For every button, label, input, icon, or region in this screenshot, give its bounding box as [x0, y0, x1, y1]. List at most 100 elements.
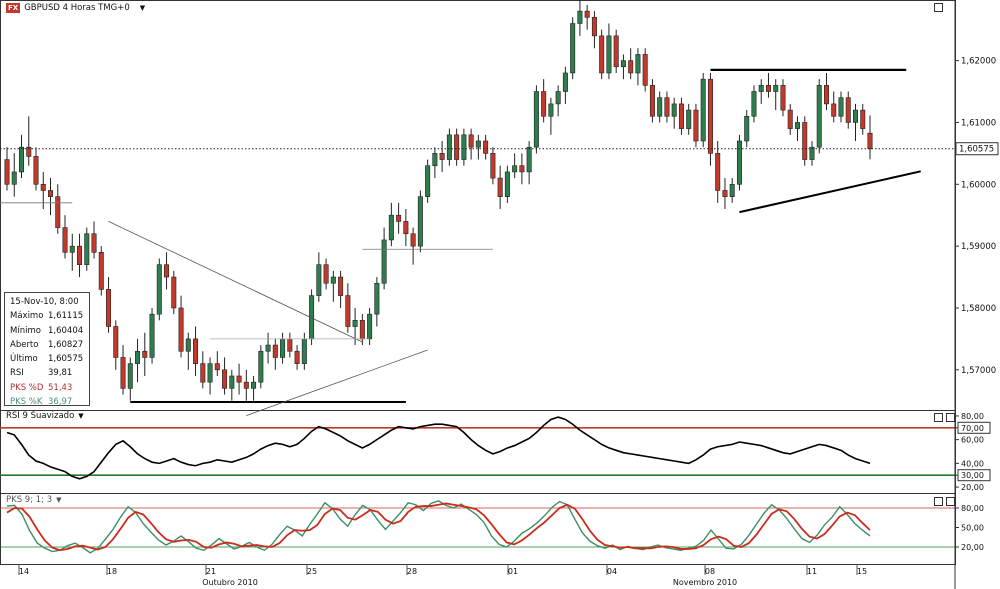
info-value: 36,97	[48, 397, 73, 408]
close-icon[interactable]	[946, 413, 955, 422]
candle-bear	[323, 264, 329, 284]
candle-bear	[243, 381, 249, 389]
info-value: 51,43	[48, 382, 73, 393]
info-value: 1,60827	[48, 339, 84, 350]
candle-bull	[251, 381, 257, 389]
candle-bear	[823, 85, 829, 105]
current-price-box	[955, 142, 999, 156]
time-tick-label: 21	[206, 567, 216, 576]
candle-bear	[200, 363, 206, 383]
candle-bear	[780, 85, 786, 111]
candle-bull	[736, 140, 742, 185]
maximize-icon[interactable]	[934, 3, 943, 12]
candle-bear	[178, 307, 184, 352]
stoch-tick-label: 80,00	[961, 504, 984, 513]
candle-bull	[475, 140, 481, 148]
candle-bear	[787, 109, 793, 129]
data-window: 15-Nov-10, 8:00 Máximo 1,61115 Mínimo 1,60…	[4, 292, 90, 408]
rsi-panel-header[interactable]: RSI 9 Suavizado ▼	[6, 411, 84, 421]
time-tick-label: 04	[607, 567, 617, 576]
candle-bear	[236, 375, 242, 383]
candle-bull	[149, 313, 155, 358]
resistance-trendline	[108, 221, 363, 343]
fx-logo-icon: FX	[6, 3, 21, 13]
candle-bull	[838, 97, 844, 117]
info-label: RSI	[10, 368, 24, 379]
info-value: 39,81	[48, 368, 73, 379]
chart-header[interactable]: FX GBPUSD 4 Horas TMG+0 ▼	[6, 3, 145, 13]
chart-title: GBPUSD 4 Horas TMG+0	[24, 3, 130, 13]
candle-bull	[127, 363, 133, 389]
candle-bull	[548, 103, 554, 117]
candle-bear	[497, 177, 503, 197]
candle-bear	[584, 10, 590, 18]
candle-bull	[512, 165, 518, 173]
candle-bear	[294, 350, 300, 364]
maximize-icon[interactable]	[934, 413, 943, 422]
candle-bear	[642, 54, 648, 86]
time-month-label: Outubro 2010	[202, 578, 258, 587]
info-row: Máximo 1,61115	[10, 309, 89, 323]
rsi-tick-label: 80,00	[961, 412, 984, 421]
time-tick-label: 28	[407, 567, 417, 576]
candle-bear	[164, 264, 170, 278]
candle-bull	[425, 165, 431, 197]
candle-bear	[171, 276, 177, 309]
candle-bull	[352, 320, 358, 327]
candle-bear	[722, 190, 728, 197]
time-tick-label: 11	[807, 567, 817, 576]
candle-bear	[831, 103, 837, 117]
price-tick-label: 1,58000	[961, 304, 996, 314]
candle-bull	[367, 313, 373, 340]
candle-bull	[417, 196, 423, 247]
candle-bull	[461, 134, 467, 160]
candle-bear	[519, 165, 525, 173]
rsi-level-box	[957, 421, 991, 434]
candle-bull	[852, 109, 858, 123]
candle-bull	[758, 85, 764, 92]
rsi-tick-label: 30,00	[961, 471, 984, 480]
candle-bull	[751, 91, 757, 117]
candle-bear	[802, 122, 808, 160]
candle-bear	[359, 320, 365, 340]
candle-bull	[570, 23, 576, 74]
candle-bull	[794, 122, 800, 129]
candle-bear	[591, 17, 597, 37]
candle-bear	[33, 156, 39, 185]
candle-bear	[765, 85, 771, 92]
candle-bull	[504, 171, 510, 197]
info-label: PKS %K	[10, 397, 43, 408]
candle-bear	[272, 344, 278, 358]
info-value: 1,60404	[48, 325, 84, 336]
info-label: Máximo	[10, 311, 44, 322]
candle-bull	[258, 350, 264, 383]
candle-bull	[809, 146, 815, 160]
rsi-title: RSI 9 Suavizado	[6, 411, 75, 421]
candle-bull	[185, 338, 191, 352]
candle-bear	[860, 109, 866, 129]
dropdown-icon[interactable]: ▼	[139, 4, 146, 12]
candle-bear	[613, 35, 619, 68]
candle-bear	[142, 350, 148, 358]
time-tick-label: 25	[307, 567, 317, 576]
rsi-level-box	[957, 469, 991, 482]
dropdown-icon[interactable]: ▼	[78, 412, 84, 420]
info-label: Aberto	[10, 339, 39, 350]
maximize-icon[interactable]	[934, 497, 943, 506]
close-icon[interactable]	[946, 497, 955, 506]
candle-bear	[62, 227, 68, 253]
candle-bull	[432, 153, 438, 167]
candle-bull	[388, 214, 394, 241]
candle-bear	[468, 134, 474, 148]
candle-bear	[599, 35, 605, 74]
candle-bear	[867, 132, 873, 150]
stoch-panel-header[interactable]: PKS 9; 1; 3 ▼	[6, 495, 62, 505]
candle-bear	[222, 369, 228, 389]
dropdown-icon[interactable]: ▼	[56, 496, 62, 504]
candle-bull	[301, 338, 307, 364]
candle-bear	[48, 190, 54, 197]
rsi-tick-label: 40,00	[961, 459, 984, 468]
info-value: 1,61115	[48, 311, 84, 322]
candle-bull	[555, 91, 561, 105]
